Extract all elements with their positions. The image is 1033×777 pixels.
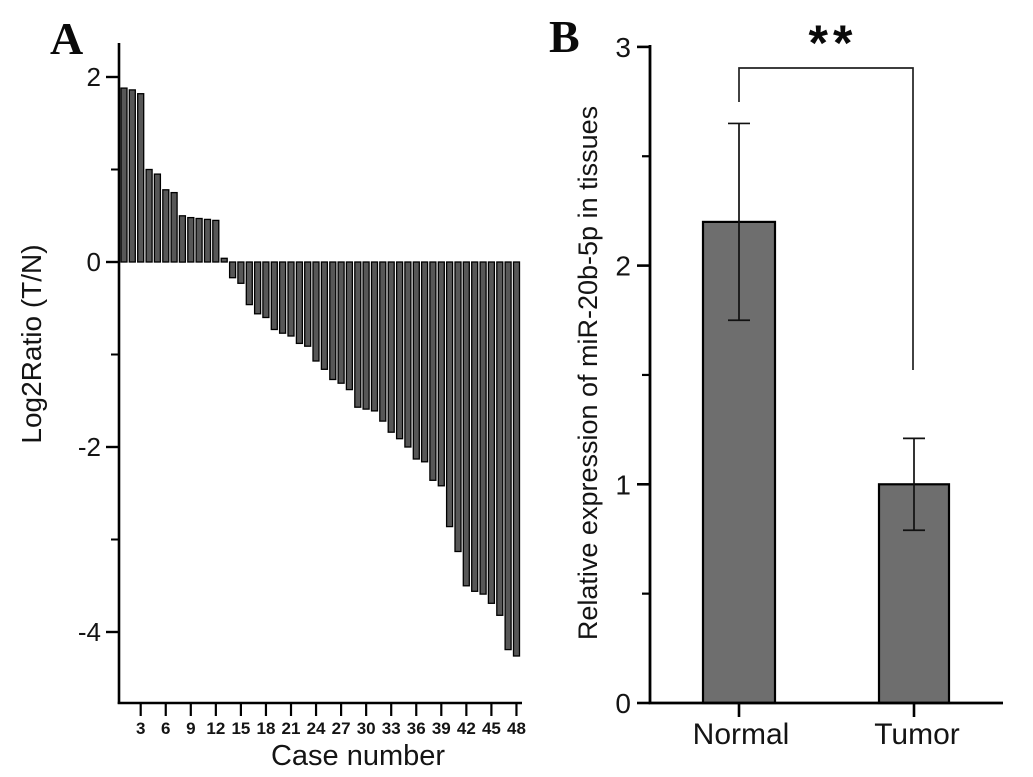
significance-bracket [738,67,914,370]
panel-a-case-bar [420,261,429,463]
panel-a-case-bar [329,261,337,381]
panel-a-case-bar [320,261,329,370]
panel-a-case-bar [262,261,270,319]
panel-a-case-bar [454,261,462,553]
panel-a-case-bar [253,261,262,315]
panel-a-case-bar [379,261,387,422]
panel-a-case-bar [345,261,354,391]
panel-a-case-bar [195,217,203,263]
panel-a-case-bar [337,261,345,384]
panel-a-y-tick-label: -2 [78,432,101,462]
panel-a-case-bar [387,261,395,433]
panel-a-x-tick-label: 33 [382,719,401,738]
panel-a-case-bar [354,261,362,408]
panel-a-x-tick-label: 24 [307,719,326,738]
panel-a-x-tick-label: 48 [507,719,526,738]
panel-a-x-tick-label: 9 [186,719,195,738]
panel-a-x-tick-label: 30 [357,719,376,738]
category-label-tumor: Tumor [874,718,960,751]
panel-a-y-tick-label: 0 [87,247,101,277]
panel-a-y-tick-label: -4 [78,617,101,647]
panel-a-x-axis-title: Case number [270,740,446,772]
significance-stars: ** [808,15,858,71]
panel-a-case-bar [370,261,379,412]
panel-a-x-tick-label: 18 [256,719,275,738]
panel-a-x-tick-label: 42 [457,719,476,738]
panel-a-case-bar [228,261,237,279]
panel-a-case-bar [362,261,370,410]
panel-a-case-bar [487,261,496,604]
panel-a-case-bar [437,261,445,487]
panel-b-letter: B [549,11,580,62]
panel-a-x-tick-label: 39 [432,719,451,738]
panel-b-y-axis-title: Relative expression of miR-20b-5p in tis… [573,105,603,641]
panel-a-case-bar [312,261,320,362]
panel-a-case-bar [145,168,153,263]
panel-a-x-tick-label: 27 [332,719,351,738]
panel-a-case-bar [295,261,304,345]
panel-b-y-tick-label: 1 [615,469,631,500]
panel-a-x-tick-label: 36 [407,719,426,738]
panel-a-case-bar [270,261,278,331]
panel-a-y-tick-label: 2 [87,62,101,92]
panel-a-case-bar [220,257,228,263]
panel-a-case-bar [429,261,437,481]
panel-a-case-bar [170,191,178,263]
panel-a-case-bar [287,261,295,337]
panel-b-y-tick-label: 3 [615,32,631,63]
panel-a-x-tick-label: 15 [231,719,250,738]
panel-a-case-bar [512,261,521,657]
panel-a-case-bar [404,261,412,448]
panel-b-y-tick-label: 0 [615,688,631,719]
panel-a-case-bar [212,219,220,263]
panel-a-case-bar [412,261,420,460]
category-label-normal: Normal [692,718,790,751]
panel-a-x-tick-label: 3 [136,719,145,738]
panel-a-case-bar [245,261,253,306]
panel-a-case-bar [120,87,128,263]
panel-b-y-tick-label: 2 [615,251,631,282]
panel-a-x-tick-label: 6 [161,719,170,738]
panel-a-x-tick-label: 45 [482,719,501,738]
panel-a-case-bar [178,215,187,263]
panel-a-case-bar [445,261,454,528]
panel-a-case-bar [395,261,404,440]
panel-a-y-axis-title: Log2Ratio (T/N) [16,244,47,444]
panel-a-case-bar [237,261,245,284]
panel-a-case-bar [278,261,287,334]
panel-a-x-tick-label: 21 [282,719,301,738]
panel-a-case-bar [162,189,170,263]
panel-a-case-bar [462,261,470,587]
panel-a-case-bar [504,261,512,651]
panel-a-x-tick-label: 12 [206,719,225,738]
panel-a-case-bar [153,173,162,263]
panel-a-case-bar [471,261,479,592]
panel-a-case-bar [128,89,136,263]
panel-a-letter: A [50,13,84,64]
panel-a-case-bar [203,218,212,263]
panel-a-case-bar [137,93,145,263]
panel-a-case-bar [479,261,487,595]
panel-a-case-bar [187,216,195,263]
panel-a-case-bar [496,261,504,616]
panel-a-case-bar [304,261,312,347]
